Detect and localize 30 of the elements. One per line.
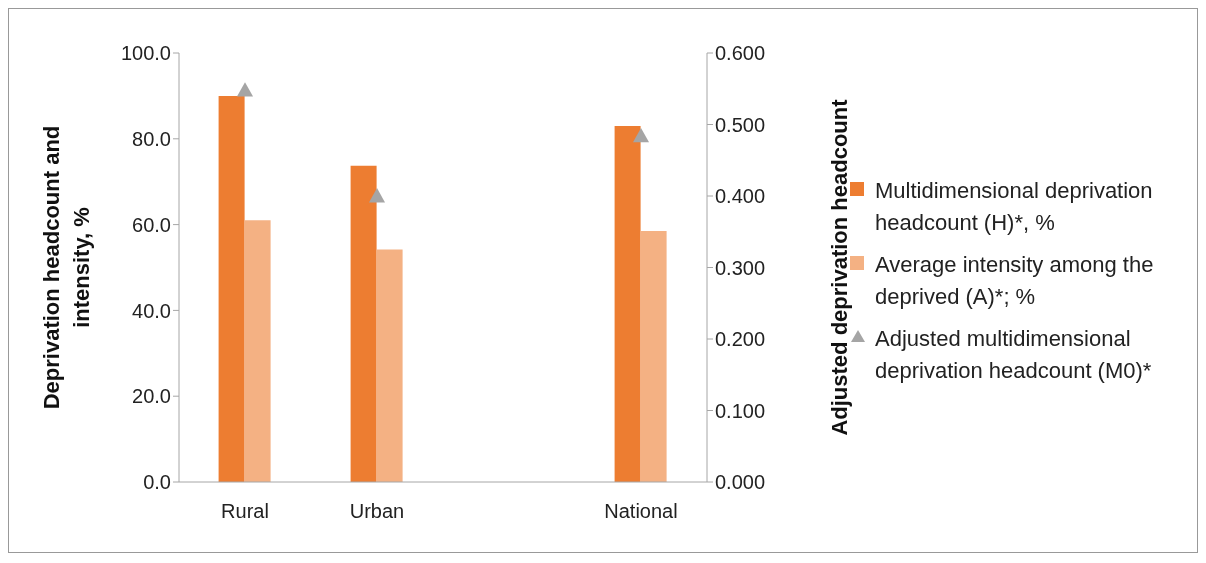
bar bbox=[640, 231, 667, 482]
x-tick-label: National bbox=[604, 500, 678, 523]
x-tick-label: Urban bbox=[349, 500, 405, 523]
y2-tick-label: 0.300 bbox=[715, 256, 766, 279]
y2-axis-title: Adjusted deprivation headcount bbox=[826, 98, 852, 436]
bar bbox=[218, 95, 245, 482]
y2-tick-label: 0.100 bbox=[715, 399, 766, 422]
legend-label: Adjusted multidimensional deprivation headcount (M0)* bbox=[875, 324, 1153, 385]
point bbox=[369, 188, 385, 203]
bar bbox=[376, 249, 403, 482]
point bbox=[633, 127, 649, 143]
legend-label: Average intensity among the deprived (A)*; % bbox=[875, 250, 1155, 311]
y-tick-label: 40.0 bbox=[132, 299, 171, 322]
y2-tick-label: 0.500 bbox=[715, 113, 766, 136]
y2-tick-label: 0.600 bbox=[715, 42, 766, 65]
legend-label: Multidimensional deprivation headcount (H)*, % bbox=[875, 176, 1154, 237]
y2-tick-label: 0.400 bbox=[715, 185, 766, 208]
bar bbox=[350, 165, 377, 482]
point bbox=[237, 82, 253, 97]
bar bbox=[614, 125, 641, 482]
y-tick-label: 80.0 bbox=[132, 127, 171, 150]
y2-tick-label: 0.200 bbox=[715, 328, 766, 351]
y-axis-title: Deprivation headcount and intensity, % bbox=[39, 125, 94, 410]
y-tick-label: 0.0 bbox=[143, 471, 171, 494]
y-tick-label: 20.0 bbox=[132, 385, 171, 408]
x-tick-label: Rural bbox=[221, 500, 269, 523]
y2-tick-label: 0.000 bbox=[715, 471, 766, 494]
y-tick-label: 100.0 bbox=[120, 42, 171, 65]
y-tick-label: 60.0 bbox=[132, 213, 171, 236]
bar bbox=[244, 220, 271, 482]
